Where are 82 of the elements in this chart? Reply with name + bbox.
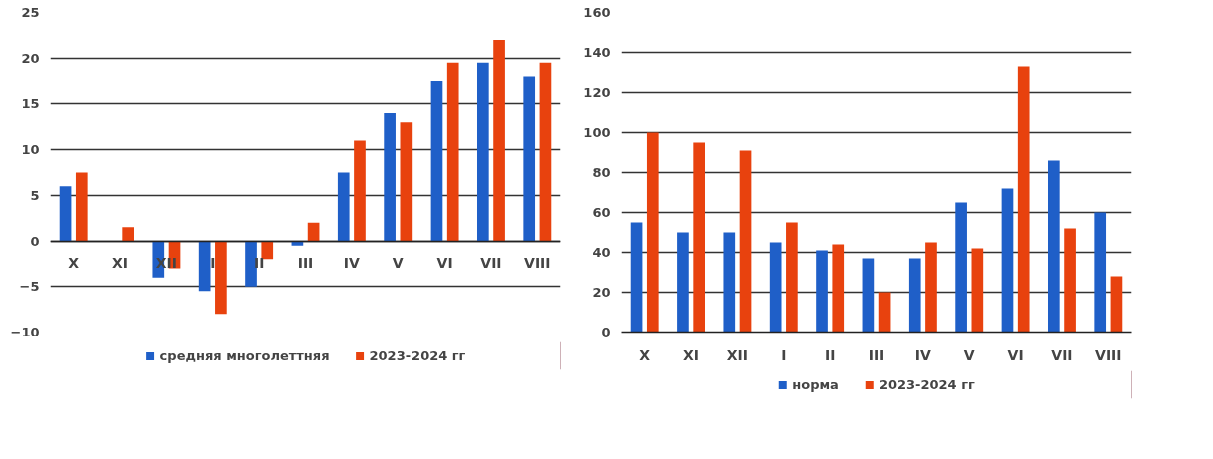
bar xyxy=(1064,228,1076,333)
y-tick-label: 40 xyxy=(592,245,611,260)
bar xyxy=(245,241,257,287)
y-tick-label: 80 xyxy=(592,165,611,180)
bar xyxy=(215,241,227,315)
bar xyxy=(1048,160,1060,333)
y-tick-label: 120 xyxy=(583,85,611,100)
x-tick-label: X xyxy=(639,346,651,363)
x-tick-label: XI xyxy=(112,255,129,272)
bar xyxy=(523,76,536,242)
bar xyxy=(723,232,736,333)
bar xyxy=(539,62,552,242)
y-tick-label: 25 xyxy=(21,5,40,20)
x-tick-label: X xyxy=(68,255,80,272)
bar xyxy=(693,142,705,333)
y-tick-label: 10 xyxy=(21,142,40,158)
x-tick-label: VI xyxy=(436,255,453,272)
y-tick-label: 5 xyxy=(30,187,40,203)
bar xyxy=(384,113,396,242)
bar xyxy=(446,62,459,242)
bar xyxy=(925,242,937,333)
x-tick-label: VII xyxy=(480,255,502,272)
bar xyxy=(1001,188,1014,333)
bar xyxy=(1017,66,1030,333)
y-tick-label: 100 xyxy=(583,125,611,140)
bar xyxy=(878,292,891,333)
y-tick-label: 20 xyxy=(21,50,40,66)
x-tick-label: XII xyxy=(155,255,178,272)
x-tick-label: V xyxy=(963,346,975,363)
x-tick-label: VII xyxy=(1051,346,1073,363)
bar xyxy=(816,250,828,333)
bar xyxy=(832,244,845,333)
x-tick-label: VI xyxy=(1007,346,1024,363)
bar xyxy=(307,222,320,242)
bar xyxy=(430,81,443,242)
x-tick-label: IV xyxy=(343,255,361,272)
y-tick-label: −5 xyxy=(19,279,40,295)
bar xyxy=(75,172,88,242)
bar xyxy=(493,39,505,242)
y-tick-label: 140 xyxy=(583,45,611,60)
bar xyxy=(477,62,489,242)
bar xyxy=(59,186,72,242)
y-tick-label: 15 xyxy=(21,96,40,112)
bar xyxy=(862,258,875,333)
y-tick-label: 160 xyxy=(583,5,611,20)
x-tick-label: XI xyxy=(683,346,700,363)
bar xyxy=(739,150,752,333)
bar xyxy=(646,132,659,333)
bar xyxy=(261,241,274,260)
bar xyxy=(1094,212,1107,333)
bar xyxy=(769,242,782,333)
bar xyxy=(971,248,984,333)
bar xyxy=(786,222,798,333)
bar xyxy=(677,232,689,333)
bar xyxy=(354,140,366,242)
x-tick-label: I xyxy=(781,346,787,363)
y-tick-label: 60 xyxy=(592,205,611,220)
y-tick-label: −10 xyxy=(10,324,40,340)
y-tick-label: 20 xyxy=(592,285,611,300)
x-tick-label: I xyxy=(210,255,216,272)
bar xyxy=(1110,276,1123,333)
legend-label: норма xyxy=(792,376,839,392)
bar xyxy=(400,122,413,242)
x-tick-label: III xyxy=(297,255,314,272)
x-tick-label: V xyxy=(392,255,404,272)
y-tick-label: 0 xyxy=(601,325,611,340)
legend-label: 2023-2024 гг xyxy=(369,347,466,363)
x-tick-label: VIII xyxy=(524,255,551,272)
bar xyxy=(122,227,134,242)
bar xyxy=(908,258,921,333)
x-tick-label: III xyxy=(868,346,885,363)
bar xyxy=(198,241,211,292)
bar xyxy=(955,202,967,333)
bar xyxy=(337,172,350,242)
x-tick-label: VIII xyxy=(1095,346,1122,363)
bar xyxy=(630,222,643,333)
legend-label: 2023-2024 гг xyxy=(878,376,975,392)
x-tick-label: II xyxy=(824,346,836,363)
y-tick-label: 0 xyxy=(30,233,40,249)
x-tick-label: XII xyxy=(726,346,749,363)
x-tick-label: IV xyxy=(914,346,932,363)
legend-label: средняя многолеттняя xyxy=(159,347,330,363)
